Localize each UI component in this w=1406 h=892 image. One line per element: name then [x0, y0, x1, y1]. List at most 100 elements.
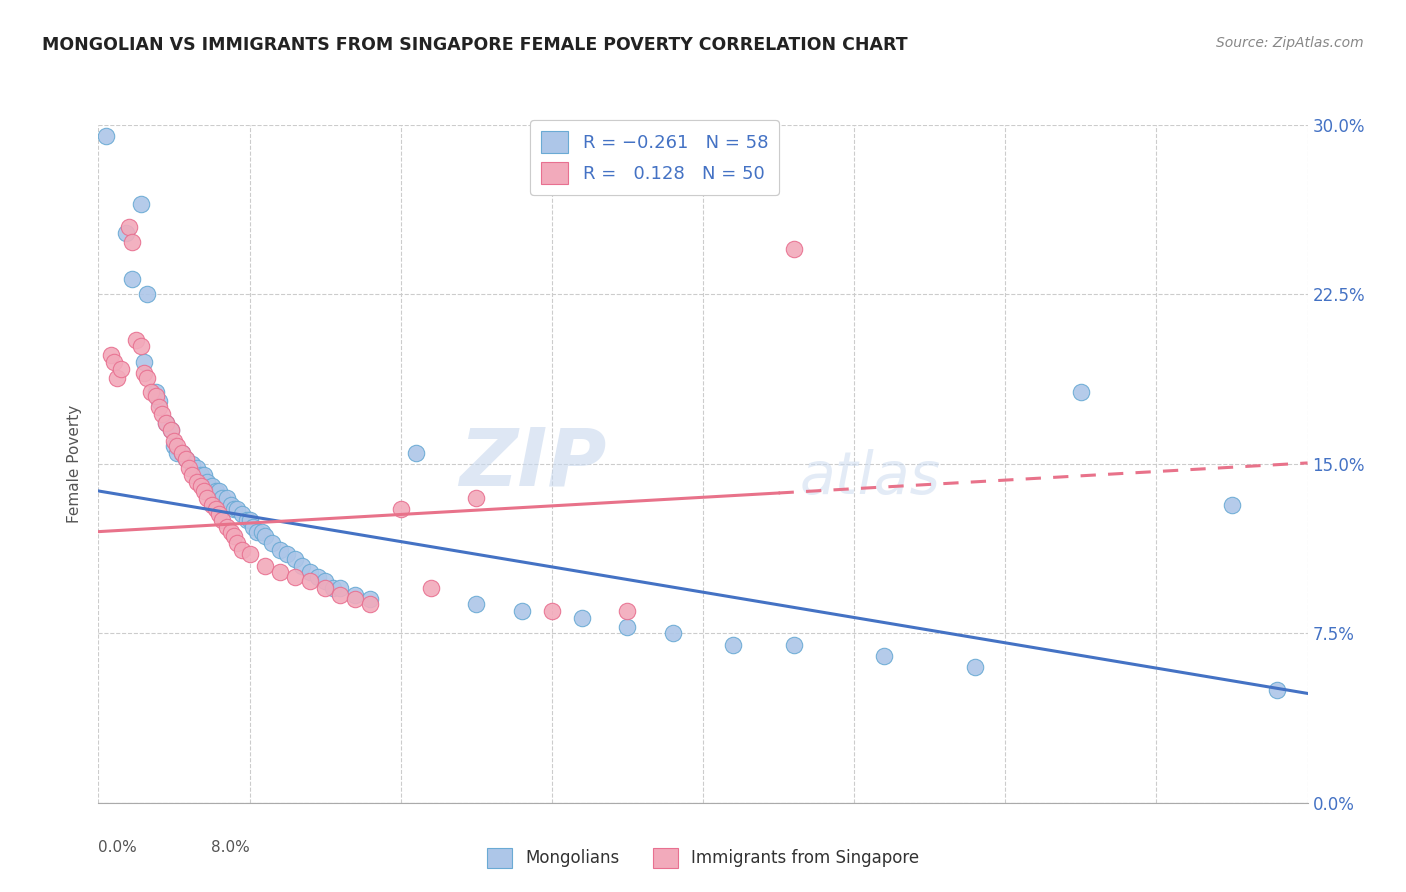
Point: [314, 581, 336, 595]
Point: [242, 520, 264, 534]
Point: [231, 507, 253, 521]
Point: [179, 461, 201, 475]
Point: [307, 570, 329, 584]
Point: [141, 384, 163, 399]
Point: [246, 524, 269, 539]
Point: [155, 416, 177, 430]
Point: [965, 660, 987, 674]
Point: [322, 581, 344, 595]
Point: [239, 513, 262, 527]
Point: [100, 348, 122, 362]
Point: [329, 588, 352, 602]
Text: Source: ZipAtlas.com: Source: ZipAtlas.com: [1216, 36, 1364, 50]
Point: [1220, 498, 1243, 512]
Point: [231, 542, 253, 557]
Point: [145, 389, 167, 403]
Point: [208, 483, 231, 498]
Point: [239, 547, 262, 561]
Point: [132, 355, 155, 369]
Point: [190, 479, 212, 493]
Point: [465, 597, 488, 611]
Point: [208, 507, 231, 521]
Point: [190, 468, 212, 483]
Point: [360, 597, 382, 611]
Text: MONGOLIAN VS IMMIGRANTS FROM SINGAPORE FEMALE POVERTY CORRELATION CHART: MONGOLIAN VS IMMIGRANTS FROM SINGAPORE F…: [42, 36, 908, 54]
Point: [121, 271, 143, 285]
Point: [195, 491, 218, 505]
Point: [405, 445, 427, 459]
Point: [284, 551, 307, 566]
Point: [174, 452, 197, 467]
Y-axis label: Female Poverty: Female Poverty: [67, 405, 83, 523]
Point: [148, 401, 170, 415]
Point: [129, 339, 152, 353]
Point: [1070, 384, 1092, 399]
Point: [224, 502, 246, 516]
Point: [269, 542, 291, 557]
Point: [299, 574, 322, 589]
Point: [125, 333, 148, 347]
Point: [616, 619, 638, 633]
Point: [226, 536, 249, 550]
Point: [221, 524, 243, 539]
Point: [253, 558, 276, 573]
Point: [276, 547, 298, 561]
Point: [465, 491, 488, 505]
Point: [186, 475, 208, 489]
Point: [299, 566, 322, 580]
Point: [250, 524, 273, 539]
Point: [148, 393, 170, 408]
Point: [193, 468, 215, 483]
Text: 8.0%: 8.0%: [211, 840, 250, 855]
Point: [314, 574, 336, 589]
Text: ZIP: ZIP: [458, 425, 606, 503]
Point: [782, 242, 804, 256]
Point: [284, 570, 307, 584]
Point: [135, 371, 157, 385]
Point: [163, 439, 186, 453]
Point: [163, 434, 186, 449]
Point: [150, 407, 173, 421]
Point: [195, 475, 218, 489]
Point: [166, 439, 188, 453]
Point: [873, 648, 896, 663]
Point: [132, 367, 155, 381]
Point: [118, 219, 141, 234]
Point: [121, 235, 143, 250]
Point: [662, 626, 685, 640]
Point: [723, 638, 745, 652]
Point: [174, 452, 197, 467]
Text: 0.0%: 0.0%: [98, 840, 138, 855]
Point: [782, 638, 804, 652]
Point: [389, 502, 412, 516]
Point: [201, 498, 224, 512]
Point: [269, 566, 291, 580]
Point: [510, 604, 533, 618]
Point: [571, 610, 593, 624]
Point: [160, 423, 183, 437]
Point: [221, 498, 243, 512]
Point: [420, 581, 443, 595]
Point: [155, 416, 177, 430]
Point: [205, 483, 228, 498]
Point: [211, 513, 233, 527]
Point: [360, 592, 382, 607]
Point: [215, 491, 238, 505]
Point: [291, 558, 314, 573]
Point: [105, 371, 128, 385]
Point: [170, 445, 193, 459]
Point: [186, 461, 208, 475]
Point: [181, 468, 204, 483]
Point: [135, 287, 157, 301]
Point: [193, 483, 215, 498]
Point: [344, 592, 367, 607]
Text: atlas: atlas: [800, 449, 941, 506]
Point: [160, 423, 183, 437]
Point: [145, 384, 167, 399]
Point: [235, 513, 257, 527]
Point: [166, 445, 188, 459]
Point: [215, 520, 238, 534]
Point: [205, 502, 228, 516]
Point: [201, 479, 224, 493]
Point: [129, 197, 152, 211]
